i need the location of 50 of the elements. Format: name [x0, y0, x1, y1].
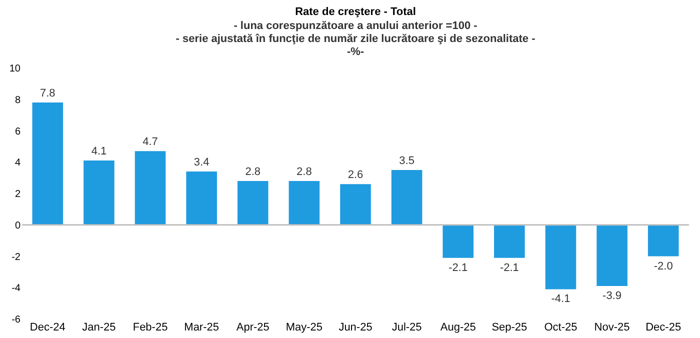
bar: [545, 224, 576, 290]
y-tick-label: 0: [14, 220, 21, 232]
bar: [134, 151, 166, 225]
x-tick-label: May-25: [286, 322, 323, 334]
bar: [596, 224, 628, 286]
bar: [494, 224, 525, 258]
x-tick-label: Sep-25: [492, 322, 528, 334]
bar: [186, 172, 217, 225]
x-tick-label: Apr-25: [236, 322, 270, 334]
data-label: 4.7: [142, 136, 158, 148]
x-tick-label: Mar-25: [184, 322, 219, 334]
x-tick-label: Jul-25: [392, 322, 422, 334]
data-label: 2.8: [296, 166, 312, 178]
y-tick-label: -2: [12, 252, 21, 263]
bar: [442, 224, 474, 258]
bar: [648, 224, 679, 256]
y-tick-label: -4: [12, 283, 21, 294]
y-tick-label: 10: [9, 64, 21, 74]
data-label: 3.4: [194, 156, 210, 169]
bar: [237, 180, 268, 225]
x-tick-label: Nov-25: [594, 322, 630, 334]
y-tick-label: 8: [14, 94, 21, 106]
data-label: -3.9: [602, 290, 622, 302]
x-tick-label: Jun-25: [338, 322, 372, 334]
data-label: -2.1: [500, 262, 519, 274]
data-label: -2.0: [654, 260, 673, 272]
x-tick-label: Oct-25: [544, 322, 578, 334]
y-tick-label: 4: [14, 158, 21, 169]
data-label: 4.1: [91, 146, 107, 158]
bar: [288, 180, 320, 225]
bar: [84, 160, 114, 225]
data-label: 2.6: [348, 169, 364, 182]
data-label: 7.8: [40, 88, 56, 100]
data-label: -2.1: [448, 262, 468, 274]
chart-title: Rate de creştere - Total: [295, 6, 416, 18]
data-label: 2.8: [245, 166, 261, 178]
bar: [32, 102, 64, 225]
data-label: -4.1: [551, 293, 570, 306]
x-tick-label: Dec-24: [30, 322, 66, 334]
y-tick-label: 6: [14, 126, 21, 138]
x-tick-label: Jan-25: [82, 322, 116, 334]
y-tick-label: -6: [12, 314, 21, 326]
data-label: 3.5: [399, 154, 414, 167]
chart-subtitle: - luna corespunzătoare a anului anterior =100 - - serie ajustată în funcţie de număr zile lucrătoare şi de sezonalitate - -%-: [176, 20, 536, 58]
bar: [391, 170, 422, 225]
y-tick-label: 2: [14, 189, 21, 200]
x-tick-label: Dec-25: [646, 322, 682, 334]
bar: [340, 184, 371, 225]
x-tick-label: Aug-25: [440, 322, 476, 334]
x-tick-label: Feb-25: [132, 322, 168, 334]
